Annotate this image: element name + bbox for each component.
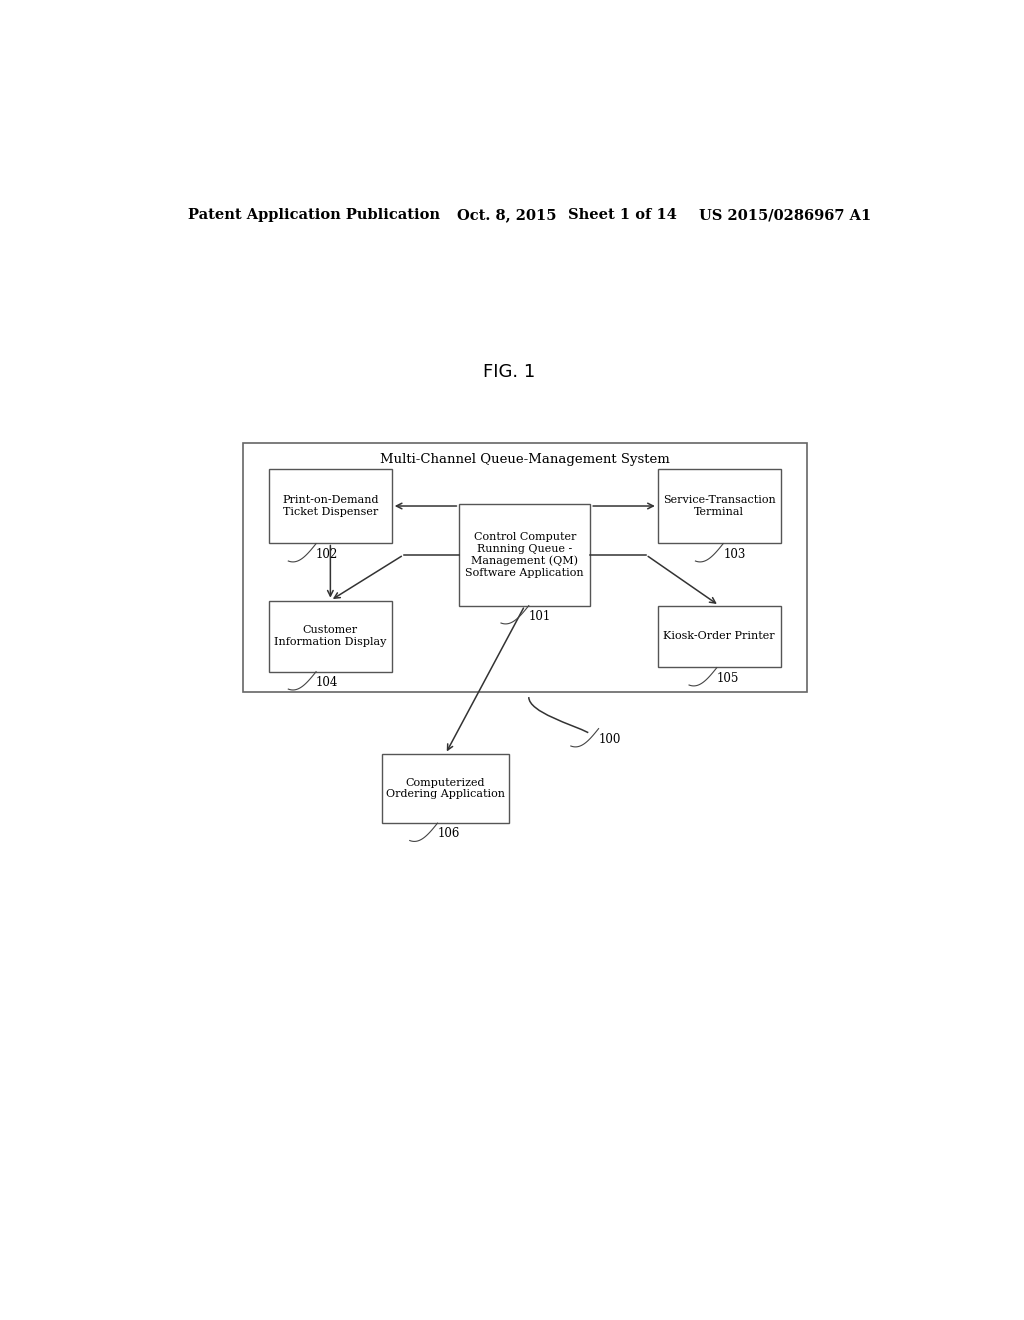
FancyBboxPatch shape <box>269 470 392 543</box>
Text: 104: 104 <box>316 676 339 689</box>
Text: 103: 103 <box>723 548 745 561</box>
FancyBboxPatch shape <box>382 754 509 824</box>
FancyBboxPatch shape <box>657 470 780 543</box>
Text: Sheet 1 of 14: Sheet 1 of 14 <box>568 209 677 222</box>
Text: Patent Application Publication: Patent Application Publication <box>187 209 439 222</box>
FancyBboxPatch shape <box>243 444 807 692</box>
Text: Computerized
Ordering Application: Computerized Ordering Application <box>386 777 505 800</box>
Text: 100: 100 <box>599 733 621 746</box>
Text: Kiosk-Order Printer: Kiosk-Order Printer <box>664 631 775 642</box>
Text: US 2015/0286967 A1: US 2015/0286967 A1 <box>699 209 871 222</box>
FancyBboxPatch shape <box>657 606 780 667</box>
FancyBboxPatch shape <box>460 504 590 606</box>
Text: 105: 105 <box>717 672 739 685</box>
Text: Oct. 8, 2015: Oct. 8, 2015 <box>458 209 557 222</box>
Text: Print-on-Demand
Ticket Dispenser: Print-on-Demand Ticket Dispenser <box>283 495 379 517</box>
Text: 102: 102 <box>316 548 338 561</box>
Text: Multi-Channel Queue-Management System: Multi-Channel Queue-Management System <box>380 453 670 466</box>
FancyBboxPatch shape <box>269 601 392 672</box>
Text: Customer
Information Display: Customer Information Display <box>274 626 386 647</box>
Text: 106: 106 <box>437 828 460 841</box>
Text: Service-Transaction
Terminal: Service-Transaction Terminal <box>663 495 775 517</box>
Text: FIG. 1: FIG. 1 <box>482 363 536 381</box>
Text: Control Computer
Running Queue -
Management (QM)
Software Application: Control Computer Running Queue - Managem… <box>466 532 584 578</box>
Text: 101: 101 <box>528 610 551 623</box>
